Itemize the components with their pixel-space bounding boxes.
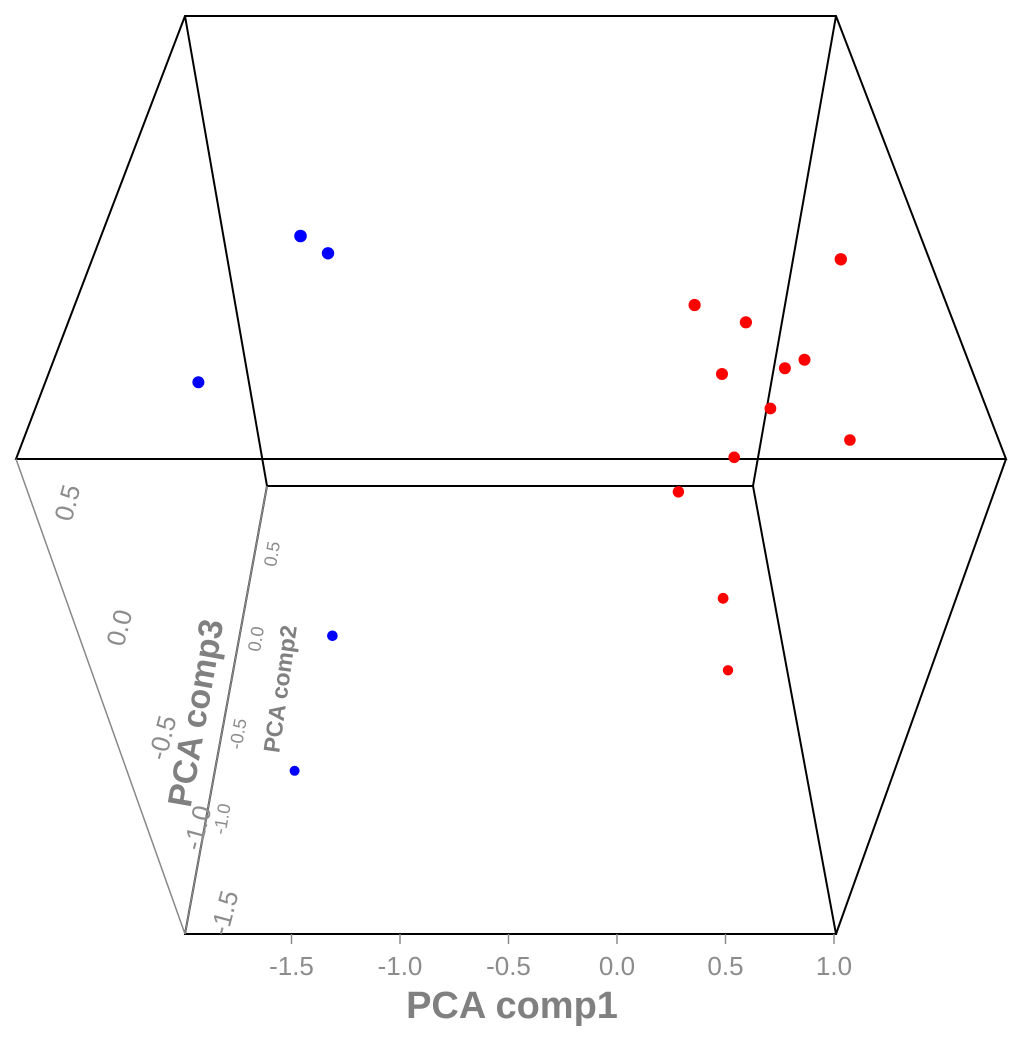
x-tick-label: 0.0 bbox=[599, 951, 635, 981]
data-point bbox=[764, 402, 777, 415]
data-point bbox=[778, 362, 791, 375]
data-point bbox=[834, 253, 847, 266]
data-point bbox=[844, 434, 856, 446]
box-edge bbox=[835, 458, 1007, 935]
box-edge bbox=[184, 15, 268, 487]
x-axis-title: PCA comp1 bbox=[406, 985, 618, 1027]
data-point bbox=[688, 298, 701, 312]
x-tick-label: -1.5 bbox=[269, 951, 314, 981]
y-tick-label: 0.5 bbox=[260, 540, 284, 568]
data-point bbox=[327, 630, 338, 642]
data-point bbox=[716, 368, 728, 380]
y-tick-label: -1.0 bbox=[210, 802, 235, 836]
data-points bbox=[192, 229, 856, 776]
x-tick-label: 0.5 bbox=[707, 951, 743, 981]
z-tick-label: -1.5 bbox=[204, 887, 245, 938]
box-edge-grey bbox=[15, 458, 186, 935]
y-axis-ticks: -1.0 -0.5 0.0 0.5 bbox=[210, 540, 285, 836]
z-axis-title: PCA comp3 bbox=[161, 616, 231, 809]
data-point bbox=[717, 592, 729, 604]
data-point bbox=[192, 376, 205, 389]
z-tick-label: 0.5 bbox=[48, 481, 86, 524]
data-point bbox=[321, 247, 335, 260]
z-tick-label: 0.0 bbox=[100, 606, 138, 649]
box-front-face bbox=[14, 15, 1008, 460]
box-edge-grey bbox=[184, 485, 268, 935]
data-point bbox=[289, 765, 300, 776]
data-point bbox=[722, 665, 734, 676]
data-point bbox=[728, 451, 740, 464]
data-point bbox=[294, 229, 307, 243]
data-point bbox=[798, 353, 811, 366]
x-tick-label: -1.0 bbox=[378, 951, 423, 981]
data-point bbox=[739, 316, 753, 329]
box-frame bbox=[14, 15, 1008, 935]
x-axis-ticks: -1.5 -1.0 -0.5 0.0 0.5 1.0 bbox=[269, 934, 852, 981]
data-point bbox=[672, 486, 685, 498]
box-edge bbox=[752, 15, 837, 487]
y-tick-label: -0.5 bbox=[226, 717, 251, 751]
y-tick-label: 0.0 bbox=[244, 625, 268, 653]
x-tick-label: 1.0 bbox=[816, 951, 852, 981]
x-tick-label: -0.5 bbox=[486, 951, 531, 981]
